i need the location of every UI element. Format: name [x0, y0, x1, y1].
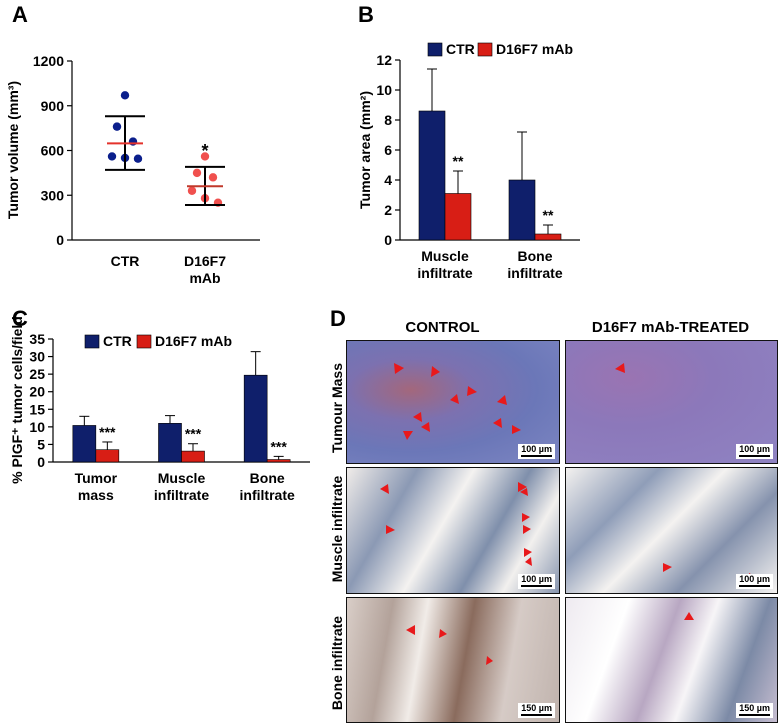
column-header-treated: D16F7 mAb-TREATED	[591, 319, 750, 336]
x-tick-label: infiltrate	[417, 265, 472, 281]
bar	[444, 193, 472, 241]
bar	[158, 423, 182, 463]
significance-marker: ***	[99, 424, 116, 440]
x-tick-label: Muscle	[421, 248, 469, 264]
y-tick-label: 20	[29, 384, 45, 400]
staining-arrows	[406, 625, 493, 665]
bar	[181, 450, 205, 463]
y-tick-label: 12	[376, 52, 392, 68]
y-tick-label: 0	[37, 454, 45, 470]
y-tick-label: 4	[384, 172, 392, 188]
bar	[508, 179, 536, 241]
x-tick-label: mAb	[189, 270, 220, 286]
staining-arrows	[615, 363, 625, 373]
x-tick-label: CTR	[111, 253, 140, 269]
data-point	[208, 173, 218, 182]
row-label-bone-infiltrate: Bone infiltrate	[329, 615, 345, 711]
x-tick-label: infiltrate	[507, 265, 562, 281]
legend-swatch	[136, 334, 152, 349]
significance-marker: ***	[185, 426, 202, 442]
data-point	[187, 186, 197, 195]
legend-label: D16F7 mAb	[496, 41, 573, 57]
significance-marker: *	[201, 141, 208, 161]
micrograph-control-tumour-mass: 100 µm	[346, 340, 560, 464]
y-tick-label: 10	[29, 419, 45, 435]
scale-bar: 100 µm	[736, 574, 773, 589]
legend-label: CTR	[446, 41, 475, 57]
scale-bar: 100 µm	[736, 444, 773, 459]
micrograph-panel: CONTROL D16F7 mAb-TREATED Tumour Mass Mu…	[325, 300, 783, 727]
micrograph-treated-tumour-mass: 100 µm	[565, 340, 778, 464]
x-tick-label: D16F7	[184, 253, 226, 269]
y-tick-label: 900	[41, 98, 65, 114]
bar	[72, 425, 97, 463]
significance-marker: **	[543, 207, 554, 223]
bar	[266, 459, 291, 463]
staining-arrows	[394, 363, 521, 440]
y-tick-label: 2	[384, 202, 392, 218]
micrograph-control-muscle-infiltrate: 100 µm	[346, 467, 560, 594]
y-tick-label: 0	[56, 232, 64, 248]
y-tick-label: 25	[29, 366, 45, 382]
x-tick-label: mass	[78, 487, 114, 503]
legend-swatch	[84, 334, 100, 349]
y-axis-title: Tumor area (mm²)	[357, 91, 373, 209]
micrograph-treated-bone-infiltrate: 150 µm	[565, 597, 778, 723]
row-label-tumour-mass: Tumour Mass	[329, 363, 345, 453]
data-point	[112, 122, 122, 131]
scale-bar: 150 µm	[518, 703, 555, 718]
y-tick-label: 10	[376, 82, 392, 98]
legend-swatch	[477, 42, 493, 57]
y-tick-label: 5	[37, 436, 45, 452]
x-tick-label: infiltrate	[240, 487, 295, 503]
data-point	[192, 168, 202, 178]
data-point	[200, 152, 210, 161]
x-tick-label: infiltrate	[154, 487, 209, 503]
legend-label: CTR	[103, 333, 132, 349]
bar	[534, 233, 562, 241]
data-point	[133, 154, 143, 163]
y-axis-title: % PlGF⁺ tumor cells/field	[9, 316, 25, 484]
data-point	[107, 152, 117, 161]
x-tick-label: Tumor	[75, 470, 118, 486]
panel-b-letter: B	[358, 2, 374, 27]
bar	[95, 449, 120, 463]
y-tick-label: 35	[29, 331, 45, 347]
y-axis-title: Tumor volume (mm³)	[5, 81, 21, 219]
panel-a-letter: A	[12, 2, 28, 27]
column-header-control: CONTROL	[405, 319, 480, 336]
y-tick-label: 600	[41, 143, 65, 159]
significance-marker: **	[453, 153, 464, 169]
staining-arrows	[380, 482, 532, 566]
significance-marker: ***	[270, 438, 287, 454]
micrograph-treated-muscle-infiltrate: 100 µm	[565, 467, 778, 594]
y-tick-label: 15	[29, 401, 45, 417]
x-tick-label: Bone	[250, 470, 285, 486]
panel-c-letter: C	[12, 306, 28, 331]
panel-d-letter: D	[330, 306, 346, 331]
data-point	[120, 91, 130, 100]
x-tick-label: Muscle	[158, 470, 206, 486]
y-tick-label: 6	[384, 142, 392, 158]
chart-a-scatter: 0 300 600 900 1200 Tumor volume (mm³) CTR * D16F…	[5, 53, 260, 286]
x-tick-label: Bone	[518, 248, 553, 264]
data-point	[128, 137, 138, 146]
scale-bar: 100 µm	[518, 574, 555, 589]
y-tick-label: 300	[41, 187, 65, 203]
scale-bar: 150 µm	[736, 703, 773, 718]
bar	[418, 110, 446, 241]
scale-bar: 100 µm	[518, 444, 555, 459]
y-tick-label: 30	[29, 349, 45, 365]
legend-label: D16F7 mAb	[155, 333, 232, 349]
row-label-muscle-infiltrate: Muscle infiltrate	[329, 475, 345, 583]
micrograph-control-bone-infiltrate: 150 µm	[346, 597, 560, 723]
legend-swatch	[427, 42, 443, 57]
y-tick-label: 1200	[33, 53, 64, 69]
bar	[243, 374, 268, 463]
y-tick-label: 0	[384, 232, 392, 248]
staining-arrows	[684, 612, 694, 620]
y-tick-label: 8	[384, 112, 392, 128]
